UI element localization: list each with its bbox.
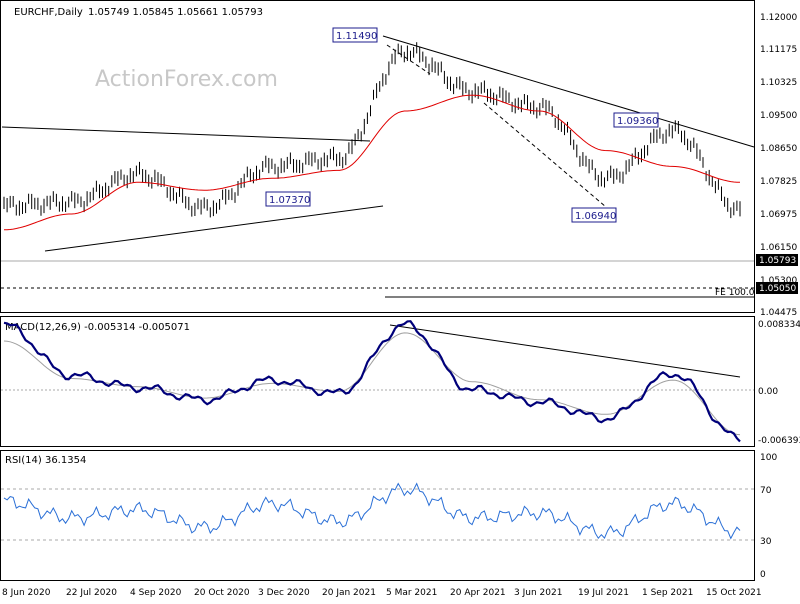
price-y-axis: 1.12000 1.11175 1.10325 1.09500 1.08650 … xyxy=(760,13,797,318)
trendline-dashed-1 xyxy=(386,44,431,75)
x-tick: 19 Jul 2021 xyxy=(578,588,629,598)
fe-label: FE 100.0 xyxy=(715,288,755,298)
y-tick: 30 xyxy=(760,537,772,547)
macd-panel xyxy=(0,316,755,447)
x-tick: 20 Oct 2020 xyxy=(194,588,250,598)
annotation-high: 1.11490 xyxy=(336,31,377,42)
x-tick: 4 Sep 2020 xyxy=(130,588,182,598)
y-tick: 1.07825 xyxy=(760,177,797,187)
annotation-box xyxy=(332,27,378,43)
price-annotations: 1.11490 1.09360 1.07370 1.06940 xyxy=(265,27,659,223)
y-tick: 0.00 xyxy=(758,387,778,397)
trendline-lower-triangle xyxy=(44,205,384,252)
y-tick: -0.006393 xyxy=(758,436,800,446)
y-tick: 0 xyxy=(760,570,766,580)
trendlines xyxy=(1,35,755,378)
rsi-lines xyxy=(3,482,741,540)
y-tick: 1.10325 xyxy=(760,78,797,88)
macd-lines xyxy=(3,320,741,443)
y-tick: 70 xyxy=(760,486,772,496)
x-tick: 3 Dec 2020 xyxy=(258,588,310,598)
annotation-box xyxy=(613,112,659,128)
x-axis: 8 Jun 2020 22 Jul 2020 4 Sep 2020 20 Oct… xyxy=(2,588,762,598)
rsi-line xyxy=(3,482,741,540)
y-tick: 1.04475 xyxy=(760,308,797,318)
y-tick: 1.06150 xyxy=(760,243,797,253)
y-tick: 1.06975 xyxy=(760,210,797,220)
rsi-panel xyxy=(0,450,755,581)
x-tick: 5 Mar 2021 xyxy=(386,588,437,598)
macd-main-line xyxy=(3,320,741,443)
y-tick: 100 xyxy=(760,453,777,463)
ma-line xyxy=(3,94,741,231)
macd-trendline xyxy=(389,324,741,378)
annotation-box xyxy=(265,191,311,207)
moving-average xyxy=(3,94,741,231)
y-tick: 0.008334 xyxy=(758,320,800,330)
annotation-swing-high: 1.09360 xyxy=(617,116,658,127)
current-price-box xyxy=(756,254,798,266)
x-tick: 15 Oct 2021 xyxy=(706,588,762,598)
y-tick: 1.09500 xyxy=(760,111,797,121)
y-tick: 1.05300 xyxy=(760,276,797,286)
rsi-title: RSI(14) 36.1354 xyxy=(5,455,86,466)
annotation-low-1: 1.07370 xyxy=(269,195,310,206)
x-tick: 3 Jun 2021 xyxy=(514,588,562,598)
macd-title: MACD(12,26,9) -0.005314 -0.005071 xyxy=(5,322,190,333)
trendline-down-channel xyxy=(382,35,755,148)
rsi-y-axis: 100 70 30 0 xyxy=(760,453,777,580)
x-tick: 1 Sep 2021 xyxy=(642,588,693,598)
fe-level-label: 1.05050 xyxy=(759,284,796,294)
annotation-low-2: 1.06940 xyxy=(575,211,616,222)
watermark: ActionForex.com xyxy=(95,67,278,92)
price-bars xyxy=(3,42,741,219)
current-price-label: 1.05793 xyxy=(759,256,796,266)
trendline-dashed-2 xyxy=(483,102,607,208)
fe-level-box xyxy=(756,282,798,294)
x-tick: 20 Apr 2021 xyxy=(450,588,506,598)
x-tick: 22 Jul 2020 xyxy=(66,588,117,598)
y-tick: 1.11175 xyxy=(760,45,797,55)
ohlc-readout: 1.05749 1.05845 1.05661 1.05793 xyxy=(88,7,263,18)
annotation-box xyxy=(571,207,617,223)
trendline-upper-triangle xyxy=(1,126,371,142)
chart-symbol: EURCHF,Daily xyxy=(14,7,83,18)
y-tick: 1.08650 xyxy=(760,144,797,154)
x-tick: 8 Jun 2020 xyxy=(2,588,51,598)
x-tick: 20 Jan 2021 xyxy=(322,588,376,598)
y-tick: 1.12000 xyxy=(760,13,797,23)
macd-y-axis: 0.008334 0.00 -0.006393 xyxy=(758,320,800,446)
